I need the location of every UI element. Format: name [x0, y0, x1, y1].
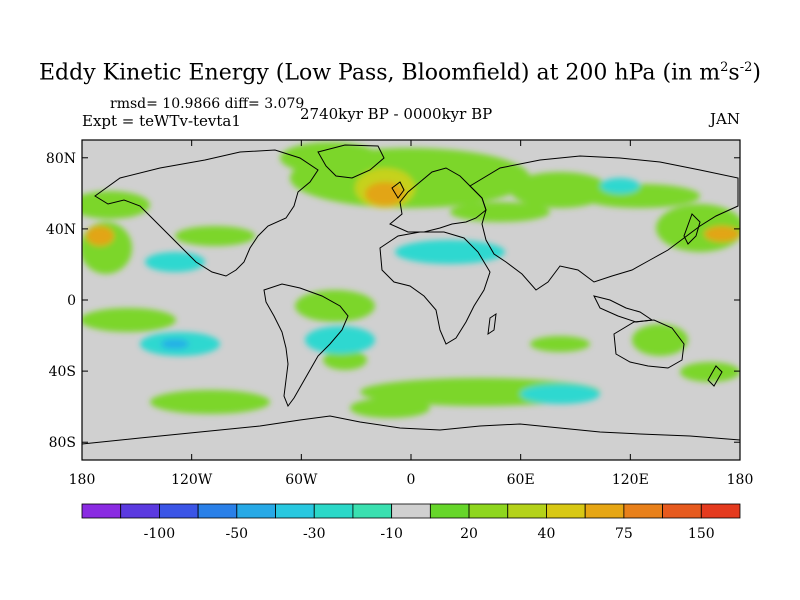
anomaly-region: [161, 339, 189, 349]
colorbar-label: 40: [538, 526, 556, 542]
anomaly-region: [280, 142, 380, 174]
colorbar-swatch: [81, 503, 122, 519]
lat-label: 80N: [46, 151, 76, 167]
anomaly-region: [86, 226, 114, 246]
anomaly-region: [145, 252, 205, 272]
anomaly-region: [175, 226, 255, 246]
anomaly-region: [580, 184, 700, 208]
colorbar-swatch: [159, 503, 199, 519]
lat-label: 0: [67, 293, 76, 309]
lon-label: 120E: [612, 472, 649, 488]
coastline-new-zealand: [707, 365, 723, 387]
lon-label: 60E: [507, 472, 535, 488]
lon-label: 180: [727, 472, 754, 488]
coastline-madagascar: [487, 312, 497, 336]
experiment-label: Expt = teWTv-tevta1: [82, 112, 241, 130]
anomaly-region: [295, 290, 375, 322]
colorbar-swatch: [352, 503, 393, 519]
colorbar-swatch: [700, 503, 741, 519]
lat-label: 80S: [49, 435, 76, 451]
colorbar-swatch: [275, 503, 315, 519]
colorbar-swatch: [507, 503, 547, 519]
colorbar-label: 20: [460, 526, 478, 542]
lat-label: 40S: [49, 364, 76, 380]
coastlines: [82, 144, 740, 445]
coastline-antarctica: [82, 415, 740, 445]
colorbar-swatch: [546, 503, 586, 519]
anomaly-region: [530, 336, 590, 352]
colorbar-label: -30: [303, 526, 326, 542]
anomaly-region: [350, 398, 430, 418]
colorbar-label: -10: [380, 526, 403, 542]
map-title: Eddy Kinetic Energy (Low Pass, Bloomfiel…: [39, 60, 761, 86]
month-label: JAN: [710, 110, 740, 128]
rmsd-diff-stats: rmsd= 10.9866 diff= 3.079: [110, 96, 305, 112]
coastline-north-america: [94, 149, 319, 277]
lon-label: 0: [407, 472, 416, 488]
anomaly-region: [450, 202, 550, 222]
colorbar-label: -100: [144, 526, 175, 542]
anomaly-region: [305, 326, 375, 354]
anomaly-region: [520, 384, 600, 404]
colorbar-swatch: [197, 503, 238, 519]
lon-label: 120W: [171, 472, 213, 488]
period-label: 2740kyr BP - 0000kyr BP: [300, 105, 493, 123]
colorbar-label: 75: [615, 526, 633, 542]
coastline-japan: [683, 213, 701, 245]
colorbar-swatch: [468, 503, 509, 519]
anomaly-region: [323, 350, 367, 370]
colorbar-swatch: [236, 503, 276, 519]
anomaly-region: [150, 390, 270, 414]
coastline-australia: [613, 319, 685, 369]
anomaly-region: [395, 240, 505, 264]
colorbar-swatch: [391, 503, 431, 519]
lon-label: 60W: [285, 472, 318, 488]
coastline-asia: [469, 155, 739, 291]
colorbar-swatch: [120, 503, 160, 519]
colorbar-swatch: [662, 503, 702, 519]
anomaly-field: [82, 142, 740, 418]
colorbar-swatch: [623, 503, 663, 519]
anomaly-region: [704, 226, 740, 242]
colorbar-label: -50: [226, 526, 249, 542]
lon-label: 180: [69, 472, 96, 488]
colorbar: -100 -50 -30 -10 20 40 75 150: [81, 503, 741, 542]
map-ticks: 80N 40N 0 40S 80S 180 120W 60W 0 60E 120E 180: [46, 140, 753, 488]
colorbar-swatch: [429, 503, 470, 519]
coastline-british-isles: [391, 181, 405, 199]
coastline-africa: [379, 231, 491, 345]
colorbar-swatch: [313, 503, 354, 519]
anomaly-region: [600, 178, 640, 194]
coastline-greenland: [317, 144, 385, 179]
anomaly-region: [632, 324, 688, 356]
lat-label: 40N: [46, 222, 76, 238]
colorbar-swatch: [584, 503, 625, 519]
colorbar-label: 150: [688, 526, 715, 542]
anomaly-region: [680, 362, 740, 382]
coastline-south-america: [263, 283, 349, 408]
anomaly-region: [82, 308, 176, 332]
anomaly-region: [365, 182, 405, 206]
